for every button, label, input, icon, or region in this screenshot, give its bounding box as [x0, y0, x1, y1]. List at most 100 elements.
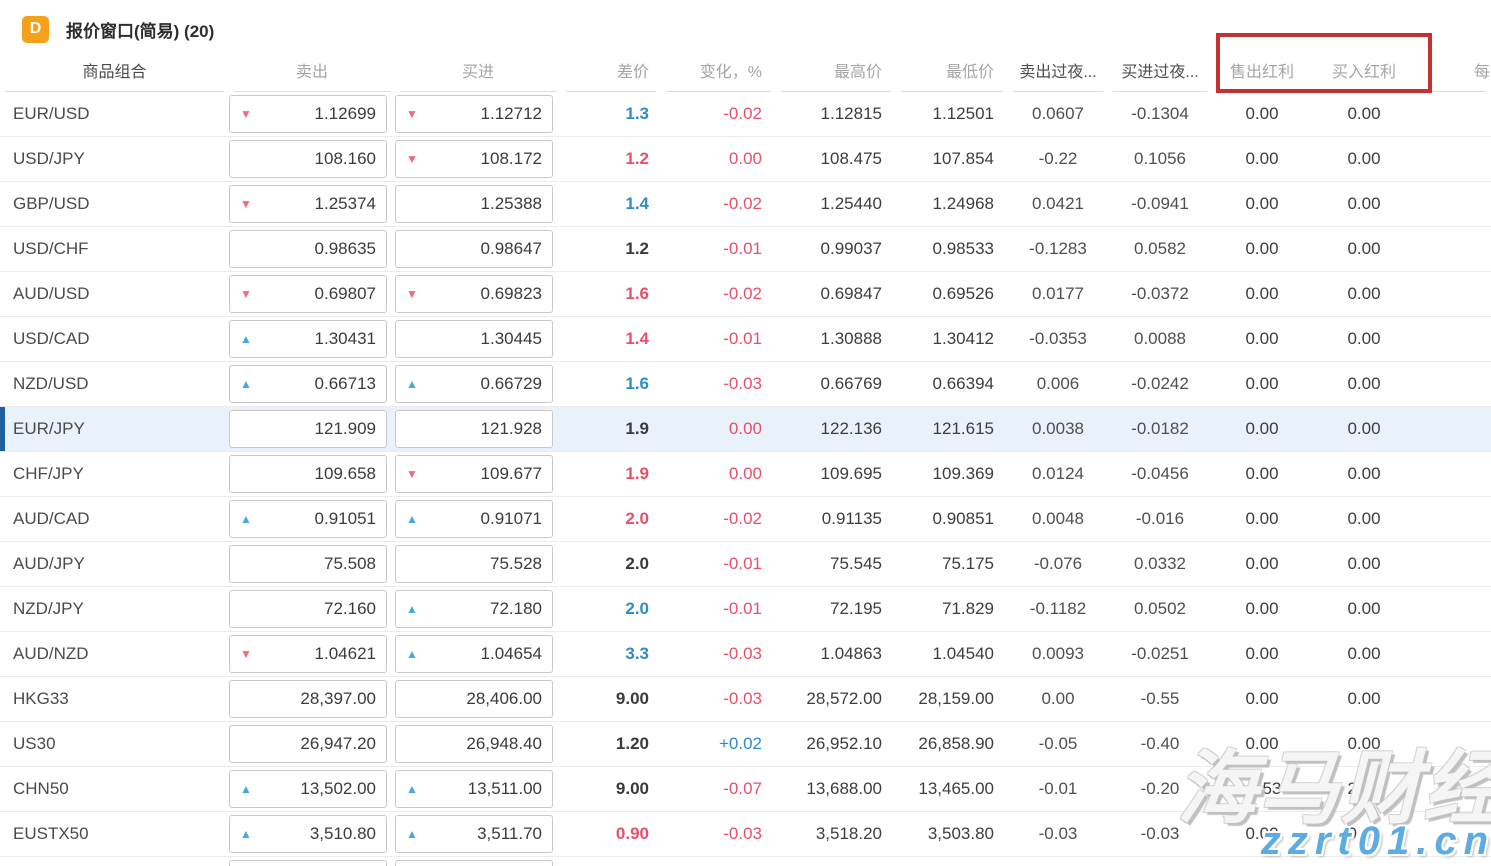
change-percent-value: -0.01 [723, 329, 762, 348]
sell-price-box[interactable]: 72.160 [229, 589, 387, 628]
sell-price-box[interactable]: 75.508 [229, 544, 387, 583]
column-header-buy[interactable]: 买进 [395, 48, 561, 92]
buy-price-box[interactable]: 0.98647 [395, 229, 553, 268]
sell-price-box[interactable] [229, 859, 387, 866]
buy-price-box[interactable]: ▼ 0.69823 [395, 274, 553, 313]
sell-price-box[interactable]: 0.98635 [229, 229, 387, 268]
column-header-buy-dividend[interactable]: 买入红利 [1312, 48, 1416, 92]
sell-price-box[interactable]: ▲ 3,510.80 [229, 814, 387, 853]
buy-price-box[interactable]: ▼ 109.677 [395, 454, 553, 493]
sell-price-box[interactable]: 109.658 [229, 454, 387, 493]
high-price-value: 109.695 [820, 464, 882, 483]
column-header-symbol[interactable]: 商品组合 [0, 48, 229, 92]
sell-price-value: 0.66713 [314, 373, 376, 393]
buy-price-box[interactable]: 1.25388 [395, 184, 553, 223]
extra-cell [1416, 92, 1491, 136]
sell-price-box[interactable]: 28,397.00 [229, 679, 387, 718]
sell-price-box[interactable]: ▼ 1.04621 [229, 634, 387, 673]
sell-trend-arrow-icon: ▲ [240, 781, 252, 796]
sell-price-value: 108.160 [314, 148, 376, 168]
symbol-label: EUR/JPY [13, 419, 85, 438]
extra-cell [1416, 137, 1491, 181]
buy-price-box[interactable]: ▲ 3,511.70 [395, 814, 553, 853]
spread-value: 1.2 [625, 149, 649, 168]
table-row[interactable]: CHF/JPY 109.658 ▼ 109.677 1.9 0.00 109.6… [0, 452, 1491, 497]
sell-price-cell: ▼ 1.25374 [229, 182, 395, 226]
column-header-sell-overnight[interactable]: 卖出过夜... [1008, 48, 1108, 92]
sell-price-value: 1.04621 [314, 643, 376, 663]
sell-price-box[interactable]: ▲ 13,502.00 [229, 769, 387, 808]
table-row[interactable]: USD/CAD ▲ 1.30431 1.30445 1.4 -0.01 1.30… [0, 317, 1491, 362]
column-header-buy-overnight[interactable]: 买进过夜... [1108, 48, 1212, 92]
spread-value [561, 857, 661, 866]
buy-dividend-value: 0.00 [1347, 644, 1381, 663]
table-row[interactable]: NZD/JPY 72.160 ▲ 72.180 2.0 -0.01 72.195… [0, 587, 1491, 632]
buy-price-box[interactable]: 75.528 [395, 544, 553, 583]
buy-price-box[interactable]: ▼ 108.172 [395, 139, 553, 178]
sell-price-box[interactable]: ▲ 1.30431 [229, 319, 387, 358]
column-header-sell[interactable]: 卖出 [229, 48, 395, 92]
table-row[interactable]: USD/CHF 0.98635 0.98647 1.2 -0.01 0.9903… [0, 227, 1491, 272]
sell-price-box[interactable]: ▲ 0.66713 [229, 364, 387, 403]
sell-price-cell: 108.160 [229, 137, 395, 181]
sell-price-value: 0.98635 [314, 238, 376, 258]
table-row[interactable]: GBP/USD ▼ 1.25374 1.25388 1.4 -0.02 1.25… [0, 182, 1491, 227]
symbol-label [0, 857, 229, 866]
buy-price-box[interactable]: 28,406.00 [395, 679, 553, 718]
table-row[interactable] [0, 857, 1491, 866]
table-row[interactable]: NZD/USD ▲ 0.66713 ▲ 0.66729 1.6 -0.03 0.… [0, 362, 1491, 407]
column-header-extra[interactable]: 每 [1416, 48, 1491, 92]
buy-price-box[interactable]: ▲ 13,511.00 [395, 769, 553, 808]
sell-price-box[interactable]: 26,947.20 [229, 724, 387, 763]
buy-price-box[interactable]: 26,948.40 [395, 724, 553, 763]
table-row[interactable]: AUD/JPY 75.508 75.528 2.0 -0.01 75.545 7… [0, 542, 1491, 587]
buy-dividend-value: 0.00 [1347, 599, 1381, 618]
symbol-label: HKG33 [13, 689, 69, 708]
table-row[interactable]: AUD/CAD ▲ 0.91051 ▲ 0.91071 2.0 -0.02 0.… [0, 497, 1491, 542]
sell-price-box[interactable]: ▼ 0.69807 [229, 274, 387, 313]
sell-price-box[interactable]: 108.160 [229, 139, 387, 178]
buy-price-cell: ▲ 3,511.70 [395, 812, 561, 856]
sell-dividend-value: 0.00 [1245, 284, 1279, 303]
table-row[interactable]: EUR/JPY 121.909 121.928 1.9 0.00 122.136… [0, 407, 1491, 452]
table-row[interactable]: HKG33 28,397.00 28,406.00 9.00 -0.03 28,… [0, 677, 1491, 722]
table-row[interactable]: USD/JPY 108.160 ▼ 108.172 1.2 0.00 108.4… [0, 137, 1491, 182]
buy-price-box[interactable]: ▲ 72.180 [395, 589, 553, 628]
table-row[interactable]: EUSTX50 ▲ 3,510.80 ▲ 3,511.70 0.90 -0.03… [0, 812, 1491, 857]
column-header-sell-dividend[interactable]: 售出红利 [1212, 48, 1312, 92]
buy-price-box[interactable]: 121.928 [395, 409, 553, 448]
buy-price-box[interactable]: ▼ 1.12712 [395, 94, 553, 133]
buy-price-cell: 1.30445 [395, 317, 561, 361]
buy-price-box[interactable]: ▲ 1.04654 [395, 634, 553, 673]
buy-price-box[interactable]: 1.30445 [395, 319, 553, 358]
buy-overnight-value: 0.1056 [1134, 149, 1186, 168]
buy-price-box[interactable]: ▲ 0.91071 [395, 499, 553, 538]
column-header-spread[interactable]: 差价 [561, 48, 661, 92]
table-row[interactable]: AUD/NZD ▼ 1.04621 ▲ 1.04654 3.3 -0.03 1.… [0, 632, 1491, 677]
sell-price-cell: ▲ 13,502.00 [229, 767, 395, 811]
table-row[interactable]: EUR/USD ▼ 1.12699 ▼ 1.12712 1.3 -0.02 1.… [0, 92, 1491, 137]
buy-dividend-value: 0.00 [1347, 419, 1381, 438]
column-header-low[interactable]: 最低价 [896, 48, 1008, 92]
symbol-label: US30 [13, 734, 56, 753]
change-percent-value: -0.02 [723, 509, 762, 528]
sell-price-value: 13,502.00 [300, 778, 376, 798]
table-row[interactable]: CHN50 ▲ 13,502.00 ▲ 13,511.00 9.00 -0.07… [0, 767, 1491, 812]
buy-price-box[interactable]: ▲ 0.66729 [395, 364, 553, 403]
sell-price-box[interactable]: ▼ 1.25374 [229, 184, 387, 223]
sell-price-box[interactable]: ▲ 0.91051 [229, 499, 387, 538]
column-header-change[interactable]: 变化，% [661, 48, 776, 92]
extra-cell [1416, 362, 1491, 406]
table-row[interactable]: AUD/USD ▼ 0.69807 ▼ 0.69823 1.6 -0.02 0.… [0, 272, 1491, 317]
sell-price-cell: 26,947.20 [229, 722, 395, 766]
sell-price-box[interactable]: 121.909 [229, 409, 387, 448]
column-header-high[interactable]: 最高价 [776, 48, 896, 92]
sell-price-box[interactable]: ▼ 1.12699 [229, 94, 387, 133]
symbol-label: AUD/JPY [13, 554, 85, 573]
buy-overnight-value: -0.016 [1135, 509, 1185, 528]
sell-price-value: 1.12699 [314, 103, 376, 123]
extra-cell [1416, 452, 1491, 496]
buy-price-box[interactable] [395, 859, 553, 866]
table-row[interactable]: US30 26,947.20 26,948.40 1.20 +0.02 26,9… [0, 722, 1491, 767]
spread-value: 9.00 [615, 779, 649, 798]
